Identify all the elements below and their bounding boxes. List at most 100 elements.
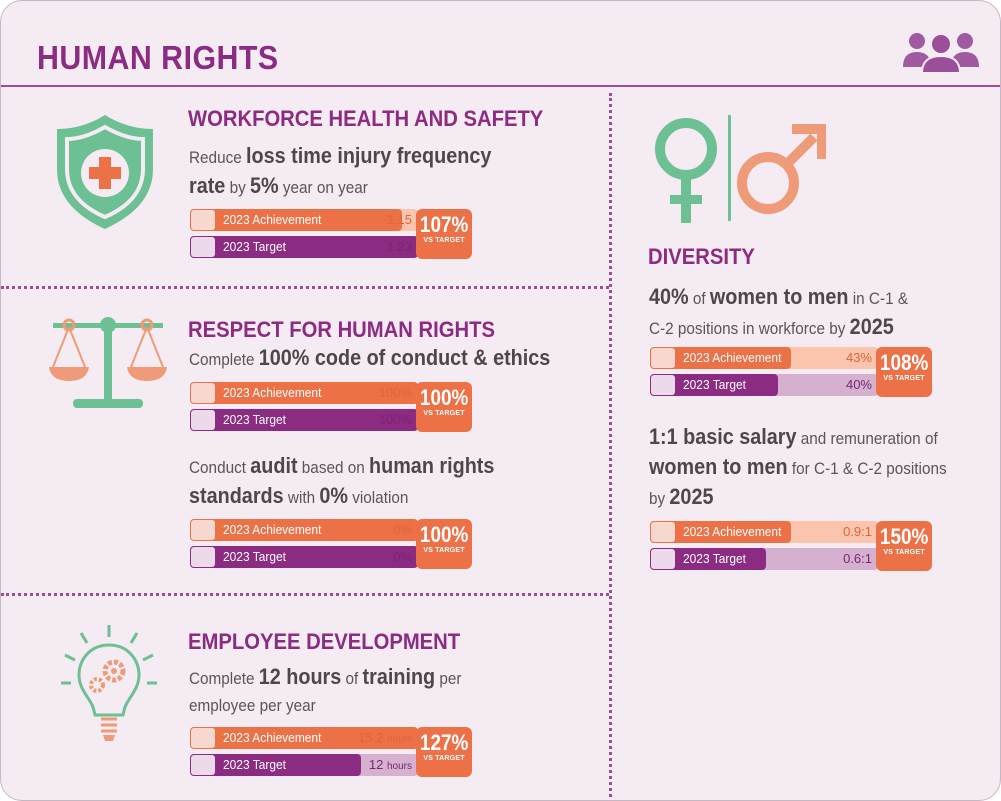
respect-metric-2: 2023 Achievement 0% 2023 Target 0% 100% VS … — [190, 519, 480, 571]
vs-target-badge: 108% VS TARGET — [876, 347, 932, 397]
employee-title: EMPLOYEE DEVELOPMENT — [188, 629, 461, 654]
achievement-fill — [650, 347, 792, 369]
diversity-metric-2: 2023 Achievement 0.9:1 2023 Target 0.6:1 1… — [650, 521, 940, 573]
vs-target-percent: 127% — [419, 730, 469, 755]
achievement-bar: 2023 Achievement 0% — [190, 519, 418, 541]
vs-target-percent: 100% — [419, 522, 469, 547]
gender-symbols-icon — [655, 115, 826, 223]
target-label: 2023 Target — [683, 377, 746, 392]
vs-target-percent: 107% — [419, 212, 469, 237]
diversity-desc1-line1: 40% of women to men in C-1 & — [649, 284, 909, 309]
vs-target-badge: 150% VS TARGET — [876, 521, 932, 571]
target-bar: 2023 Target 0% — [190, 546, 418, 568]
diversity-title: DIVERSITY — [648, 244, 755, 269]
diversity-desc1-line2: C-2 positions in workforce by 2025 — [649, 314, 894, 339]
achievement-value: 1.15 — [386, 212, 412, 227]
column-divider — [609, 93, 612, 800]
achievement-value: 100% — [378, 385, 412, 400]
target-label: 2023 Target — [223, 239, 286, 254]
achievement-label: 2023 Achievement — [223, 730, 322, 745]
vs-target-text: VS TARGET — [423, 410, 465, 417]
target-icon — [191, 410, 215, 430]
diversity-desc2-line1: 1:1 basic salary and remuneration of — [649, 424, 938, 449]
vs-target-percent: 150% — [879, 524, 929, 549]
target-icon — [191, 547, 215, 567]
health-title: WORKFORCE HEALTH AND SAFETY — [188, 106, 544, 131]
target-bar: 2023 Target 12 hours — [190, 754, 418, 776]
respect-desc2-line1: Conduct audit based on human rights — [189, 453, 495, 478]
target-icon — [651, 375, 675, 395]
achievement-bar: 2023 Achievement 43% — [650, 347, 878, 369]
target-icon — [191, 237, 215, 257]
respect-title: RESPECT FOR HUMAN RIGHTS — [188, 317, 495, 342]
achievement-label: 2023 Achievement — [683, 524, 782, 539]
achievement-value: 15.2 hours — [358, 730, 412, 745]
achievement-label: 2023 Achievement — [223, 385, 322, 400]
vs-target-badge: 107% VS TARGET — [416, 209, 472, 259]
trophy-icon — [191, 520, 215, 540]
achievement-value: 0% — [393, 522, 412, 537]
achievement-value: 43% — [845, 350, 872, 365]
achievement-bar: 2023 Achievement 100% — [190, 382, 418, 404]
target-bar: 2023 Target 0.6:1 — [650, 548, 878, 570]
employee-desc-line2: employee per year — [189, 696, 316, 715]
target-icon — [651, 549, 675, 569]
vs-target-text: VS TARGET — [423, 237, 465, 244]
target-fill — [650, 548, 767, 570]
target-value: 0% — [393, 549, 412, 564]
trophy-icon — [191, 210, 215, 230]
target-label: 2023 Target — [223, 412, 286, 427]
diversity-metric-1: 2023 Achievement 43% 2023 Target 40% 108% V… — [650, 347, 940, 399]
target-value: 0.6:1 — [843, 551, 872, 566]
respect-metric-1: 2023 Achievement 100% 2023 Target 100% 100… — [190, 382, 480, 434]
target-label: 2023 Target — [223, 757, 286, 772]
section-divider — [1, 286, 609, 289]
vs-target-badge: 100% VS TARGET — [416, 519, 472, 569]
vs-target-text: VS TARGET — [423, 547, 465, 554]
target-fill — [190, 409, 418, 431]
diversity-desc2-line3: by 2025 — [649, 484, 714, 509]
vs-target-text: VS TARGET — [883, 375, 925, 382]
achievement-bar: 2023 Achievement 0.9:1 — [650, 521, 878, 543]
achievement-bar: 2023 Achievement 15.2 hours — [190, 727, 418, 749]
respect-desc1: Complete 100% code of conduct & ethics — [189, 345, 551, 370]
target-fill — [190, 546, 418, 568]
respect-desc2-line2: standards with 0% violation — [189, 483, 409, 508]
trophy-icon — [191, 383, 215, 403]
vs-target-text: VS TARGET — [423, 755, 465, 762]
target-fill — [190, 236, 418, 258]
vs-target-badge: 100% VS TARGET — [416, 382, 472, 432]
target-fill — [650, 374, 778, 396]
title-divider — [1, 85, 1000, 87]
achievement-label: 2023 Achievement — [223, 212, 322, 227]
achievement-fill — [650, 521, 792, 543]
achievement-label: 2023 Achievement — [223, 522, 322, 537]
shield-medical-icon — [57, 115, 153, 229]
trophy-icon — [651, 522, 675, 542]
health-metric: 2023 Achievement 1.15 2023 Target 1.23 107… — [190, 209, 480, 261]
trophy-icon — [651, 348, 675, 368]
achievement-fill — [190, 382, 418, 404]
achievement-fill — [190, 209, 403, 231]
health-desc-line1: Reduce loss time injury frequency — [189, 143, 492, 168]
achievement-fill — [190, 519, 418, 541]
lightbulb-gears-icon — [61, 625, 157, 741]
employee-desc-line1: Complete 12 hours of training per — [189, 664, 462, 689]
diversity-desc2-line2: women to men for C-1 & C-2 positions — [649, 454, 947, 479]
target-fill — [190, 754, 361, 776]
trophy-icon — [191, 728, 215, 748]
vs-target-percent: 108% — [879, 350, 929, 375]
health-desc-line2: rate by 5% year on year — [189, 173, 368, 198]
achievement-bar: 2023 Achievement 1.15 — [190, 209, 418, 231]
target-icon — [191, 755, 215, 775]
target-bar: 2023 Target 40% — [650, 374, 878, 396]
target-value: 100% — [378, 412, 412, 427]
target-bar: 2023 Target 1.23 — [190, 236, 418, 258]
target-label: 2023 Target — [223, 549, 286, 564]
target-value: 1.23 — [386, 239, 412, 254]
employee-metric: 2023 Achievement 15.2 hours 2023 Target 12… — [190, 727, 480, 779]
target-value: 40% — [845, 377, 872, 392]
section-divider — [1, 593, 609, 596]
target-bar: 2023 Target 100% — [190, 409, 418, 431]
